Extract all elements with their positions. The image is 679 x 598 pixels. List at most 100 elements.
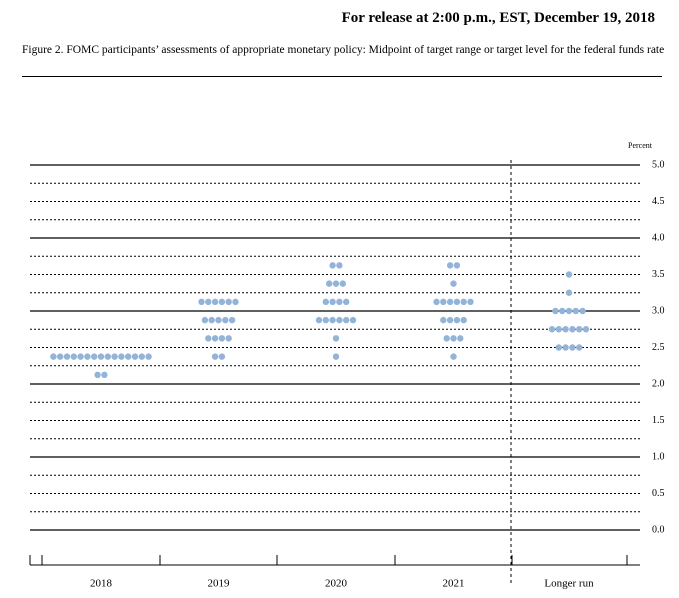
participant-dot (101, 371, 108, 379)
participant-dot (201, 316, 209, 324)
participant-dot (211, 353, 219, 360)
y-tick-label: 4.5 (652, 196, 665, 207)
participant-dot (453, 316, 461, 324)
participant-dot (138, 353, 145, 360)
participant-dot (322, 316, 329, 324)
participant-dot (131, 353, 139, 360)
participant-dot (332, 353, 340, 360)
y-tick-label: 0.5 (652, 488, 665, 499)
participant-dot (569, 344, 576, 351)
participant-dot (579, 307, 586, 315)
participant-dot (555, 326, 562, 333)
participant-dot (569, 326, 576, 333)
x-tick-label: Longer run (544, 578, 594, 590)
y-tick-label: 2.0 (652, 378, 665, 389)
y-tick-label: 3.0 (652, 305, 665, 316)
participant-dot (336, 316, 343, 324)
y-tick-label: 3.5 (652, 269, 665, 280)
participant-dot (63, 353, 71, 360)
participant-dot (576, 344, 583, 351)
participant-dot (572, 307, 579, 315)
participant-dot (222, 316, 229, 324)
participant-dot (548, 326, 556, 333)
participant-dot (467, 298, 474, 306)
participant-dot (336, 298, 343, 306)
participant-dot (562, 326, 569, 333)
participant-dot (326, 280, 333, 287)
participant-dot (349, 316, 357, 324)
participant-dot (232, 298, 239, 306)
participant-dot (94, 371, 101, 379)
participant-dot (450, 335, 457, 342)
participant-dot (450, 280, 457, 287)
participant-dot (565, 289, 573, 296)
participant-dot (211, 335, 219, 342)
participant-dot (218, 353, 226, 360)
participant-dot (84, 353, 91, 360)
participant-dot (332, 280, 340, 287)
participant-dot (205, 335, 212, 342)
participant-dot (446, 316, 454, 324)
participant-dot (225, 335, 232, 342)
participant-dot (329, 316, 336, 324)
participant-dot (205, 298, 212, 306)
participant-dot (97, 353, 105, 360)
x-tick-label: 2018 (90, 578, 113, 590)
participant-dot (198, 298, 205, 306)
participant-dot (339, 280, 346, 287)
participant-dot (104, 353, 112, 360)
participant-dot (565, 271, 573, 278)
release-header: For release at 2:00 p.m., EST, December … (341, 10, 655, 26)
participant-dot (562, 344, 569, 351)
participant-dot (77, 353, 84, 360)
participant-dot (218, 298, 226, 306)
participant-dot (329, 262, 336, 269)
participant-dot (322, 298, 329, 306)
y-tick-label: 1.5 (652, 415, 665, 426)
chart-title: Figure 2. FOMC participants’ assessments… (22, 44, 665, 56)
participant-dot (125, 353, 132, 360)
participant-dot (57, 353, 64, 360)
participant-dot (332, 335, 340, 342)
x-tick-label: 2020 (325, 578, 348, 590)
participant-dot (343, 316, 350, 324)
participant-dot (433, 298, 440, 306)
participant-dot (145, 353, 152, 360)
participant-dot (111, 353, 118, 360)
participant-dot (450, 353, 457, 360)
y-tick-label: 0.0 (652, 524, 665, 535)
participant-dot (211, 298, 219, 306)
participant-dot (329, 298, 336, 306)
participant-dot (565, 307, 573, 315)
y-axis-label: Percent (628, 141, 653, 150)
y-tick-label: 1.0 (652, 451, 665, 462)
participant-dot (552, 307, 559, 315)
participant-dot (70, 353, 78, 360)
participant-dot (336, 262, 343, 269)
participant-dot (559, 307, 566, 315)
participant-dot (50, 353, 57, 360)
participant-dot (440, 316, 447, 324)
participant-dot (91, 353, 98, 360)
participant-dot (457, 335, 464, 342)
title-rule (22, 76, 662, 77)
participant-dot (118, 353, 125, 360)
participant-dot (208, 316, 215, 324)
y-tick-label: 2.5 (652, 342, 665, 353)
participant-dot (555, 344, 562, 351)
participant-dot (315, 316, 323, 324)
participant-dot (453, 298, 461, 306)
participant-dot (460, 316, 467, 324)
participant-dot (443, 335, 450, 342)
participant-dot (453, 262, 461, 269)
participant-dot (215, 316, 222, 324)
x-tick-label: 2019 (208, 578, 231, 590)
participant-dot (343, 298, 350, 306)
participant-dot (225, 298, 232, 306)
y-tick-label: 5.0 (652, 159, 665, 170)
participant-dot (228, 316, 236, 324)
y-tick-label: 4.0 (652, 232, 665, 243)
participant-dot (460, 298, 467, 306)
